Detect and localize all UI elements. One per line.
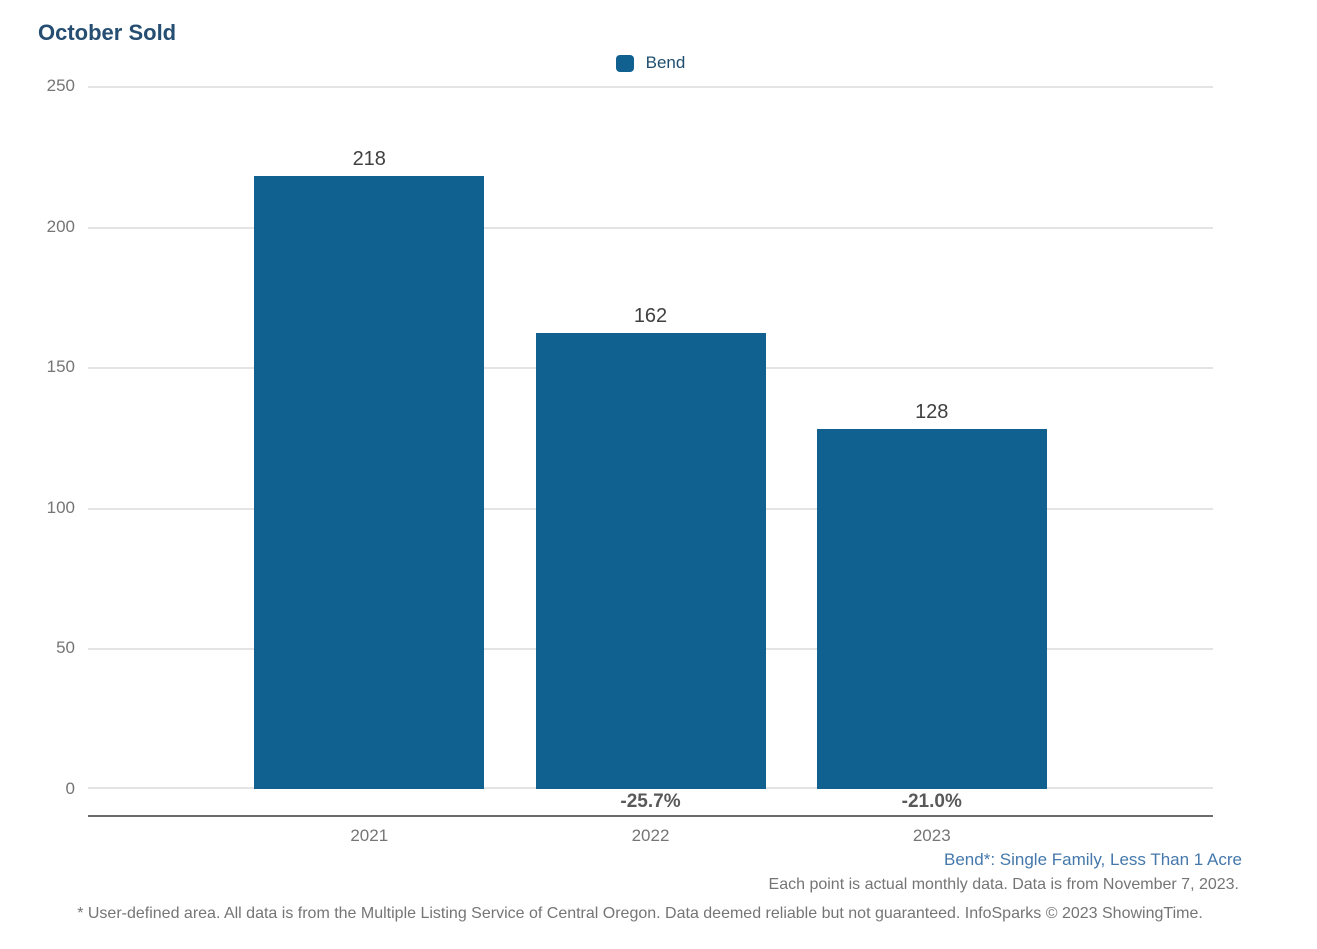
- x-tick-label-2023: 2023: [912, 826, 951, 845]
- bar-2023[interactable]: [816, 429, 1047, 789]
- legend-swatch-square-icon: [615, 54, 634, 72]
- legend-label: Bend: [645, 53, 686, 72]
- y-tick-label: 250: [46, 76, 75, 95]
- bar-value-label: 162: [633, 305, 668, 328]
- y-tick-label: 200: [46, 216, 75, 236]
- gridline: [88, 86, 1213, 88]
- footer-disclaimer: * User-defined area. All data is from th…: [77, 905, 1203, 922]
- bar-2021[interactable]: [254, 175, 485, 789]
- pct-change-label: -25.7%: [620, 791, 681, 812]
- bar-2022[interactable]: [535, 333, 766, 789]
- x-tick-label-2021: 2021: [350, 826, 389, 845]
- footnote-data-note: Each point is actual monthly data. Data …: [768, 876, 1239, 893]
- x-tick-label-2022: 2022: [631, 826, 670, 845]
- y-tick-label: 100: [46, 497, 75, 517]
- footnote-series-definition[interactable]: Bend*: Single Family, Less Than 1 Acre: [944, 850, 1242, 869]
- chart-title: October Sold: [38, 20, 177, 45]
- y-tick-label: 150: [46, 357, 75, 377]
- y-axis-labels: 0 50 100 150 200 250: [0, 76, 75, 798]
- x-axis-line: [88, 815, 1213, 817]
- legend[interactable]: Bend: [88, 52, 1213, 74]
- pct-change-label: -21.0%: [901, 791, 962, 812]
- plot-area: 218 162 128: [88, 86, 1213, 789]
- y-tick-label: 0: [65, 779, 75, 798]
- bar-value-label: 218: [352, 147, 386, 170]
- gridline: [88, 226, 1213, 229]
- y-tick-label: 50: [56, 638, 75, 658]
- bar-value-label: 128: [915, 401, 949, 424]
